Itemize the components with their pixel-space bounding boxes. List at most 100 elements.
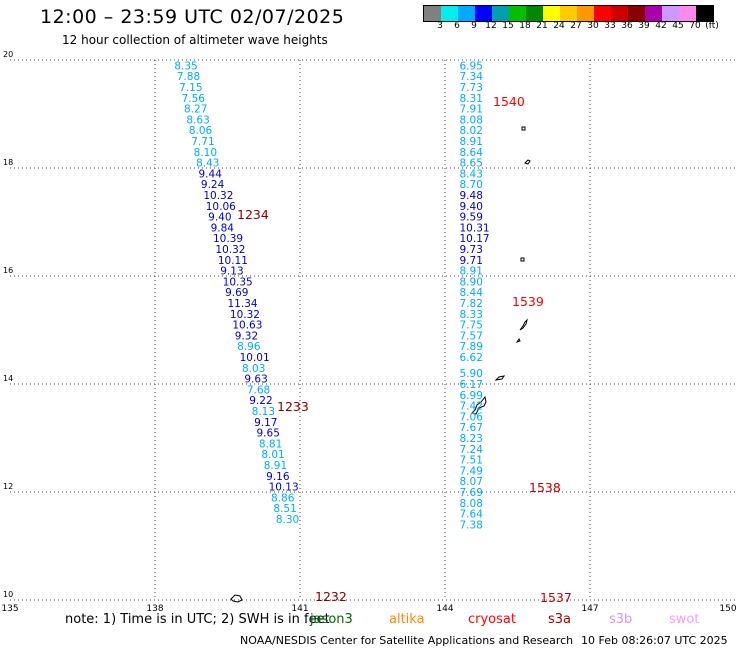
- pass-time-label: 1538: [529, 480, 561, 495]
- wave-height-value: 8.03: [242, 363, 265, 375]
- lon-tick-label: 138: [146, 604, 163, 614]
- plot-frame: [10, 60, 735, 600]
- legend-label: 21: [536, 21, 548, 31]
- wave-height-value: 10.17: [460, 233, 490, 245]
- wave-height-value: 8.91: [264, 460, 287, 472]
- wave-height-value: 9.22: [249, 395, 272, 407]
- pass-time-label: 1234: [237, 207, 269, 222]
- wave-height-value: 6.95: [460, 60, 483, 72]
- legend-labels: 3 6 9 12 15 18 21 24 27 30 33 36 39 42 45 70 (ft): [423, 21, 740, 35]
- map-title: 12:00 – 23:59 UTC 02/07/2025: [40, 6, 345, 28]
- pass-time-label: 1539: [512, 294, 544, 309]
- lon-tick-label: 150: [719, 604, 736, 614]
- wave-height-value: 9.17: [254, 417, 277, 429]
- wave-height-value: 7.42: [460, 401, 483, 413]
- wave-height-value: 9.69: [225, 287, 248, 299]
- wave-height-value: 7.49: [460, 465, 483, 477]
- wave-height-value: 7.69: [460, 487, 483, 499]
- wave-height-value: 8.91: [460, 266, 483, 278]
- credit-line: NOAA/NESDIS Center for Satellite Applica…: [240, 634, 574, 647]
- pass-time-label: 1537: [540, 590, 572, 605]
- legend-swatch: [458, 6, 475, 21]
- small-island: [230, 594, 243, 603]
- wave-height-value: 8.91: [460, 136, 483, 148]
- legend-swatch: [662, 6, 679, 21]
- legend-label: 18: [519, 21, 531, 31]
- wave-height-value: 9.84: [211, 222, 235, 234]
- wave-height-value: 9.65: [257, 428, 280, 440]
- wave-height-value: 7.68: [247, 384, 270, 396]
- legend-label: 3: [437, 21, 443, 31]
- wave-height-value: 9.13: [220, 266, 243, 278]
- wave-height-value: 7.34: [460, 71, 484, 83]
- wave-height-value: 7.15: [179, 82, 202, 94]
- satellite-s3b: s3b: [609, 612, 633, 627]
- legend-label: 42: [655, 21, 667, 31]
- legend-label: 70: [689, 21, 701, 31]
- wave-height-value: 8.43: [196, 158, 219, 170]
- satellite-s3a: s3a: [548, 612, 572, 627]
- wave-height-value: 8.44: [460, 287, 484, 299]
- wave-height-value: 6.17: [460, 379, 483, 391]
- island-outlines: [230, 126, 531, 603]
- satellite-jason3: jason3: [310, 612, 353, 627]
- wave-height-value: 8.10: [194, 147, 217, 159]
- small-island: [520, 257, 525, 262]
- map-subtitle: 12 hour collection of altimeter wave hei…: [62, 33, 328, 47]
- wave-height-value: 9.32: [235, 330, 258, 342]
- wave-height-value: 9.48: [460, 190, 483, 202]
- guam-outline: [471, 395, 487, 415]
- wave-height-value: 8.13: [252, 406, 275, 418]
- wave-height-value: 10.32: [215, 244, 245, 256]
- wave-height-value: 8.23: [460, 433, 483, 445]
- wave-height-value: 9.44: [199, 168, 223, 180]
- wave-height-value: 9.73: [460, 244, 483, 256]
- wave-height-value: 8.51: [273, 503, 296, 515]
- wave-height-value: 10.32: [203, 190, 233, 202]
- legend-swatch: [543, 6, 560, 21]
- wave-height-value: 9.59: [460, 212, 483, 224]
- lon-tick-label: 141: [291, 604, 308, 614]
- wave-height-value: 7.89: [460, 341, 483, 353]
- legend-label: 27: [570, 21, 582, 31]
- satellite-cryosat: cryosat: [468, 612, 516, 627]
- wave-height-value: 10.01: [240, 352, 270, 364]
- wave-height-value: 5.90: [460, 368, 483, 380]
- legend-label: 12: [485, 21, 497, 31]
- wave-height-value: 7.67: [460, 422, 483, 434]
- wave-height-value: 8.08: [460, 114, 483, 126]
- wave-height-value: 8.81: [259, 438, 282, 450]
- color-legend: [423, 5, 714, 22]
- legend-swatch: [475, 6, 492, 21]
- small-island: [521, 126, 526, 131]
- legend-label: (ft): [705, 21, 719, 31]
- wave-height-value: 9.71: [460, 255, 483, 267]
- wave-height-value: 8.63: [186, 114, 209, 126]
- wave-height-value: 7.88: [177, 71, 200, 83]
- pass-time-labels: 1234 1233 1232 1540 1539 1538 1537: [237, 94, 572, 605]
- wave-height-value: 10.11: [218, 255, 248, 267]
- wave-height-value: 7.24: [460, 444, 484, 456]
- satellite-swot: swot: [669, 612, 700, 627]
- legend-label: 36: [621, 21, 633, 31]
- legend-swatch: [560, 6, 577, 21]
- wave-height-value: 10.06: [206, 201, 236, 213]
- wave-height-value: 8.02: [460, 125, 483, 137]
- wave-height-value: 8.96: [237, 341, 261, 353]
- wave-height-value: 8.86: [271, 492, 295, 504]
- wave-height-value: 7.06: [460, 411, 484, 423]
- lat-tick-label: 20: [3, 50, 13, 59]
- wave-height-value: 7.73: [460, 82, 483, 94]
- wave-height-value: 8.33: [460, 309, 483, 321]
- legend-swatch: [577, 6, 594, 21]
- generated-timestamp: 10 Feb 08:26:07 UTC 2025: [581, 634, 728, 647]
- wave-height-value: 10.31: [460, 222, 490, 234]
- legend-label: 9: [471, 21, 477, 31]
- legend-swatch: [628, 6, 645, 21]
- legend-swatch: [526, 6, 543, 21]
- legend-swatch: [509, 6, 526, 21]
- wave-height-value: 8.64: [460, 147, 484, 159]
- wave-height-value: 7.82: [460, 298, 483, 310]
- pass-time-label: 1233: [277, 399, 309, 414]
